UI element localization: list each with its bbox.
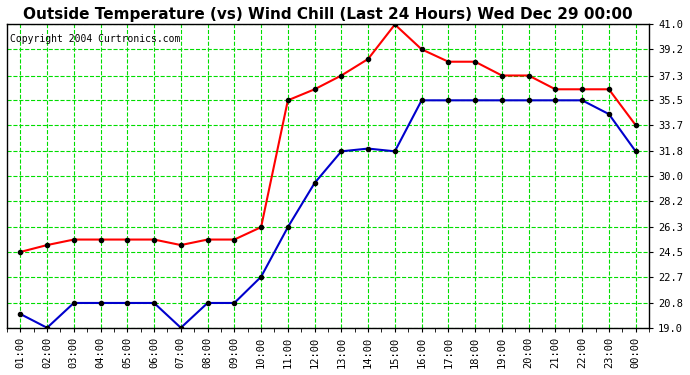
Title: Outside Temperature (vs) Wind Chill (Last 24 Hours) Wed Dec 29 00:00: Outside Temperature (vs) Wind Chill (Las… (23, 7, 633, 22)
Text: Copyright 2004 Curtronics.com: Copyright 2004 Curtronics.com (10, 34, 181, 44)
